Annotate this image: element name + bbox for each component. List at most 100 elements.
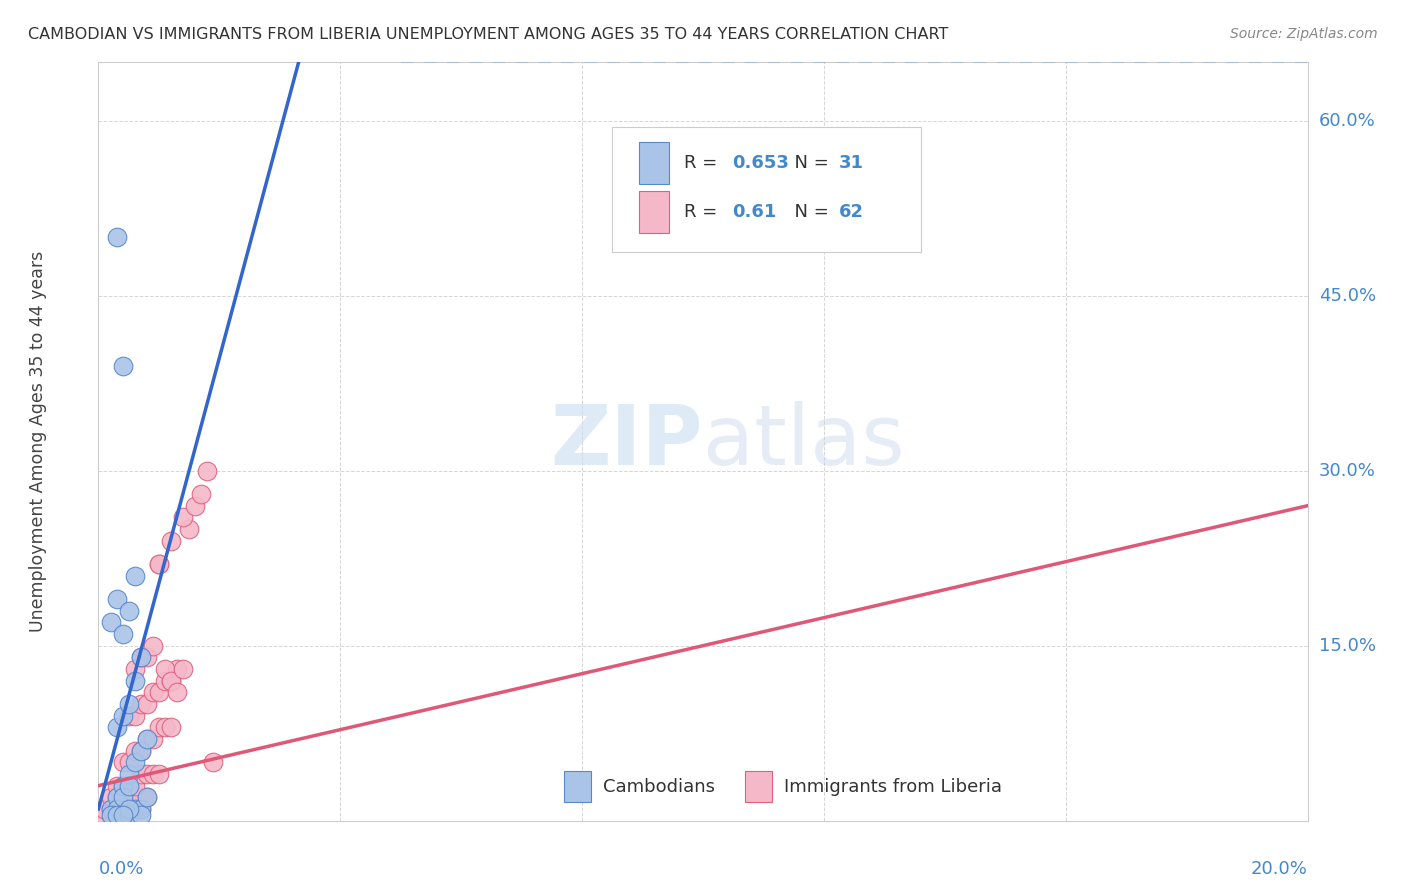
Point [148, 720, 170, 734]
Point [93, 802, 115, 816]
Point [148, 557, 170, 571]
FancyBboxPatch shape [745, 772, 772, 802]
Point [100, 807, 122, 822]
Text: N =: N = [783, 203, 834, 221]
Point [135, 790, 157, 805]
Point [129, 790, 152, 805]
Text: 62: 62 [838, 203, 863, 221]
Point [172, 662, 194, 676]
Point [111, 627, 134, 641]
Point [129, 650, 152, 665]
Point [118, 708, 141, 723]
Point [135, 767, 157, 781]
Text: N =: N = [783, 154, 834, 172]
Point [135, 697, 157, 711]
Text: 0.653: 0.653 [733, 154, 789, 172]
Point [129, 697, 152, 711]
Point [118, 807, 141, 822]
Point [118, 807, 141, 822]
Point [135, 731, 157, 746]
Text: Cambodians: Cambodians [603, 778, 714, 796]
Point [135, 731, 157, 746]
FancyBboxPatch shape [638, 142, 669, 184]
Point [105, 720, 128, 734]
Point [118, 802, 141, 816]
Point [111, 807, 134, 822]
Point [118, 779, 141, 793]
Point [118, 790, 141, 805]
Point [105, 790, 128, 805]
Point [118, 697, 141, 711]
Point [129, 744, 152, 758]
Point [124, 673, 146, 688]
Point [160, 673, 183, 688]
Point [100, 790, 122, 805]
Point [93, 807, 115, 822]
Point [129, 807, 152, 822]
Text: Immigrants from Liberia: Immigrants from Liberia [785, 778, 1002, 796]
Point [111, 802, 134, 816]
Text: 60.0%: 60.0% [1319, 112, 1375, 129]
Point [124, 802, 146, 816]
Text: ZIP: ZIP [551, 401, 703, 482]
Point [135, 790, 157, 805]
Point [105, 802, 128, 816]
Point [129, 744, 152, 758]
Point [105, 802, 128, 816]
Text: R =: R = [683, 203, 723, 221]
Point [179, 522, 201, 536]
Point [111, 779, 134, 793]
Point [111, 756, 134, 770]
Point [111, 790, 134, 805]
Point [148, 557, 170, 571]
Point [129, 650, 152, 665]
Text: 31: 31 [838, 154, 863, 172]
Point [195, 464, 218, 478]
Point [142, 685, 165, 699]
Point [105, 790, 128, 805]
Point [142, 731, 165, 746]
Point [124, 708, 146, 723]
Point [105, 807, 128, 822]
Point [160, 720, 183, 734]
Text: 0.61: 0.61 [733, 203, 776, 221]
Point [148, 685, 170, 699]
Point [118, 604, 141, 618]
Point [118, 767, 141, 781]
Point [172, 510, 194, 524]
Text: CAMBODIAN VS IMMIGRANTS FROM LIBERIA UNEMPLOYMENT AMONG AGES 35 TO 44 YEARS CORR: CAMBODIAN VS IMMIGRANTS FROM LIBERIA UNE… [28, 27, 949, 42]
Point [184, 499, 207, 513]
Point [166, 662, 188, 676]
Point [124, 779, 146, 793]
Point [190, 487, 212, 501]
Point [100, 807, 122, 822]
Text: 15.0%: 15.0% [1319, 637, 1375, 655]
Text: 0.0%: 0.0% [98, 860, 143, 878]
Text: 30.0%: 30.0% [1319, 462, 1375, 480]
Point [142, 767, 165, 781]
Point [100, 615, 122, 630]
Text: atlas: atlas [703, 401, 904, 482]
Text: R =: R = [683, 154, 723, 172]
Point [160, 533, 183, 548]
Point [111, 790, 134, 805]
Text: 45.0%: 45.0% [1319, 286, 1376, 305]
Point [111, 807, 134, 822]
Point [111, 359, 134, 373]
FancyBboxPatch shape [613, 127, 921, 252]
Point [118, 802, 141, 816]
Point [153, 720, 176, 734]
Point [129, 802, 152, 816]
Point [105, 807, 128, 822]
Text: Source: ZipAtlas.com: Source: ZipAtlas.com [1230, 27, 1378, 41]
Point [100, 802, 122, 816]
Point [118, 779, 141, 793]
Point [129, 767, 152, 781]
Point [105, 230, 128, 244]
Point [153, 673, 176, 688]
Point [111, 779, 134, 793]
Text: Unemployment Among Ages 35 to 44 years: Unemployment Among Ages 35 to 44 years [30, 251, 46, 632]
Point [148, 767, 170, 781]
Point [153, 662, 176, 676]
Point [105, 779, 128, 793]
